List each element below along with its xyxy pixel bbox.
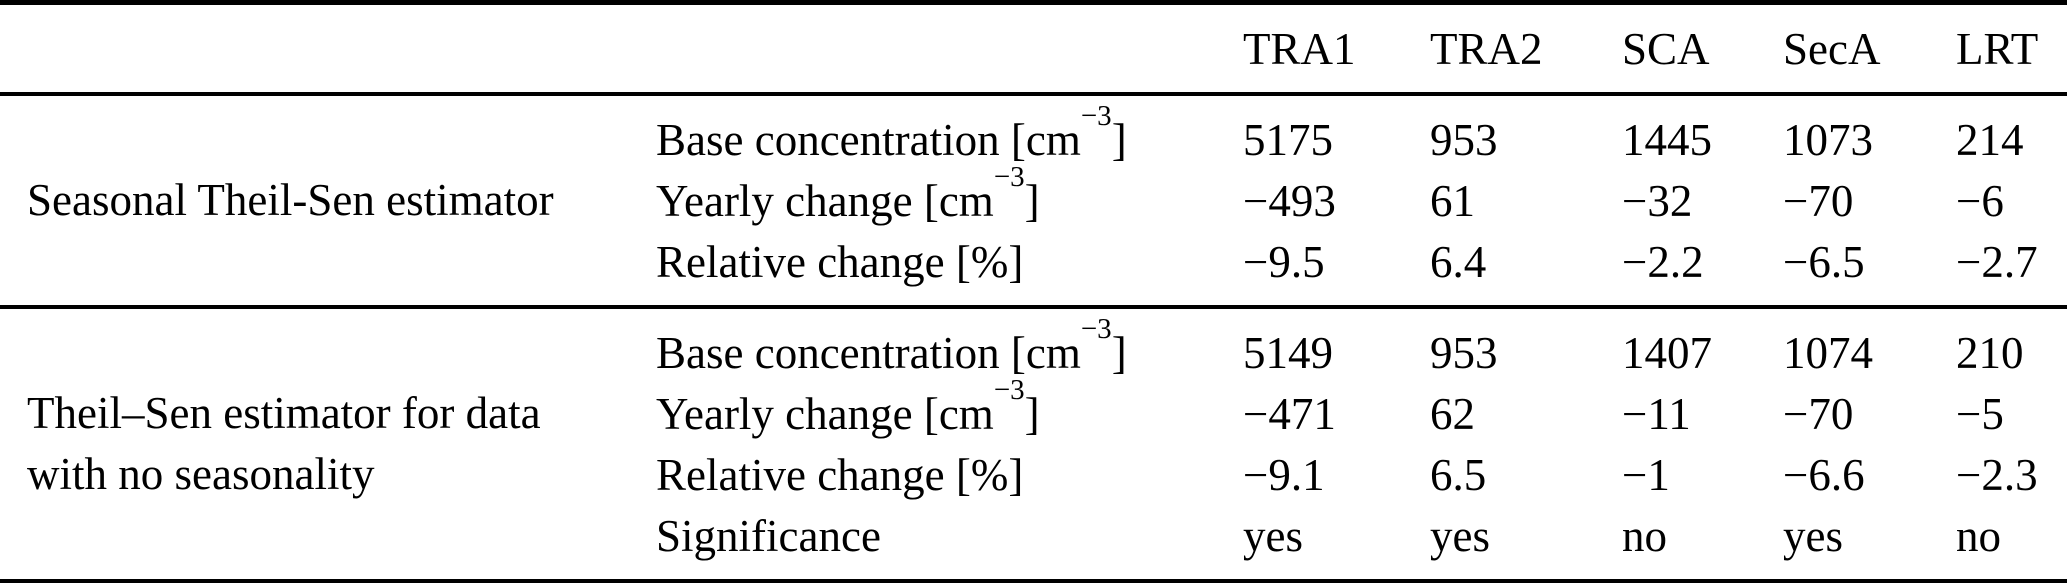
value-cell: 5175: [1243, 114, 1333, 165]
row-label: Relative change [%]: [656, 236, 1024, 287]
unit-superscript: −3: [1080, 312, 1112, 345]
value-cell: 214: [1956, 114, 2024, 165]
value-cell: yes: [1430, 510, 1490, 561]
value-cell: 1407: [1622, 327, 1712, 378]
value-cell: −493: [1243, 175, 1336, 226]
top-rule: [0, 0, 2067, 5]
value-cell: no: [1622, 510, 1667, 561]
unit-superscript: −3: [993, 160, 1025, 193]
table-header-row: TRA1 TRA2 SCA SecA LRT: [0, 5, 2067, 92]
row-label: Relative change [%]: [656, 449, 1024, 500]
group-theil-sen-no-seasonality: Theil–Sen estimator for data with no sea…: [0, 309, 2067, 579]
header-spacer-metric: [656, 5, 1243, 92]
value-cell: 210: [1956, 327, 2024, 378]
value-cell: 1073: [1783, 114, 1873, 165]
row-label: Base concentration [cm−3]: [656, 99, 1127, 165]
value-cell: −11: [1622, 388, 1691, 439]
group-label: Theil–Sen estimator for data with no sea…: [27, 322, 656, 566]
row-label: Yearly change [cm−3]: [656, 160, 1040, 226]
value-cell: −6: [1956, 175, 2004, 226]
value-cell: −2.2: [1622, 236, 1704, 287]
value-cell: 62: [1430, 388, 1475, 439]
value-cell: 6.5: [1430, 449, 1487, 500]
value-cell: −32: [1622, 175, 1693, 226]
column-header-seca: SecA: [1783, 23, 1881, 74]
value-cell: −6.6: [1783, 449, 1865, 500]
value-cell: −6.5: [1783, 236, 1865, 287]
bottom-rule: [0, 579, 2067, 583]
value-cell: 5149: [1243, 327, 1333, 378]
value-cell: −471: [1243, 388, 1336, 439]
group-seasonal-theil-sen: Seasonal Theil-Sen estimator Base concen…: [0, 96, 2067, 305]
value-cell: 61: [1430, 175, 1475, 226]
header-rule: [0, 92, 2067, 96]
group-label-line: Theil–Sen estimator for data: [27, 388, 541, 438]
group-label-line: Seasonal Theil-Sen estimator: [27, 175, 554, 225]
value-cell: no: [1956, 510, 2001, 561]
value-cell: yes: [1783, 510, 1843, 561]
value-cell: 6.4: [1430, 236, 1487, 287]
unit-superscript: −3: [1080, 99, 1112, 132]
value-cell: 953: [1430, 114, 1498, 165]
group-label-line: with no seasonality: [27, 449, 375, 499]
value-cell: −1: [1622, 449, 1670, 500]
value-cell: −70: [1783, 388, 1854, 439]
value-cell: −9.1: [1243, 449, 1325, 500]
row-label: Significance: [656, 510, 881, 561]
value-cell: −70: [1783, 175, 1854, 226]
value-cell: 1074: [1783, 327, 1873, 378]
column-header-lrt: LRT: [1956, 23, 2039, 74]
row-label: Base concentration [cm−3]: [656, 312, 1127, 378]
value-cell: −9.5: [1243, 236, 1325, 287]
header-spacer-group: [27, 5, 656, 92]
value-cell: yes: [1243, 510, 1303, 561]
value-cell: −5: [1956, 388, 2004, 439]
column-header-tra1: TRA1: [1243, 23, 1356, 74]
group-separator-rule: [0, 305, 2067, 309]
value-cell: 1445: [1622, 114, 1712, 165]
group-label: Seasonal Theil-Sen estimator: [27, 109, 656, 292]
column-header-tra2: TRA2: [1430, 23, 1543, 74]
row-label: Yearly change [cm−3]: [656, 373, 1040, 439]
column-header-sca: SCA: [1622, 23, 1710, 74]
value-cell: 953: [1430, 327, 1498, 378]
value-cell: −2.7: [1956, 236, 2038, 287]
unit-superscript: −3: [993, 373, 1025, 406]
value-cell: −2.3: [1956, 449, 2038, 500]
